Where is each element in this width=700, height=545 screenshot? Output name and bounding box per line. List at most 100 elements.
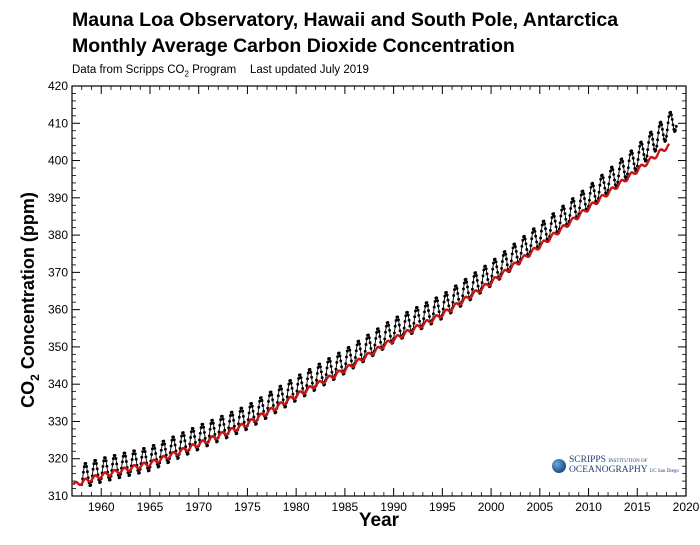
mauna-loa-point xyxy=(582,192,586,196)
last-updated-note: Last updated July 2019 xyxy=(250,64,369,76)
mauna-loa-point xyxy=(618,161,622,165)
mauna-loa-point xyxy=(235,431,239,435)
mauna-loa-point xyxy=(230,410,234,414)
mauna-loa-point xyxy=(600,173,604,177)
mauna-loa-point xyxy=(172,438,176,442)
mauna-loa-point xyxy=(121,454,125,458)
mauna-loa-point xyxy=(163,442,167,446)
mauna-loa-point xyxy=(274,410,278,414)
mauna-loa-point xyxy=(295,389,299,393)
mauna-loa-point xyxy=(404,314,408,318)
mauna-loa-point xyxy=(211,421,215,425)
mauna-loa-point xyxy=(85,465,89,468)
mauna-loa-point xyxy=(659,120,663,124)
mauna-loa-point xyxy=(208,427,212,431)
mauna-loa-point xyxy=(579,193,583,197)
mauna-loa-point xyxy=(143,450,147,454)
mauna-loa-point xyxy=(452,294,456,297)
mauna-loa-point xyxy=(465,280,469,284)
mauna-loa-point xyxy=(257,405,261,409)
mauna-loa-point xyxy=(297,377,301,380)
mauna-loa-point xyxy=(250,401,253,405)
mauna-loa-point xyxy=(231,413,235,417)
mauna-loa-point xyxy=(163,447,167,451)
mauna-loa-point xyxy=(427,309,430,313)
mauna-loa-point xyxy=(597,190,601,194)
mauna-loa-point xyxy=(348,348,352,352)
mauna-loa-point xyxy=(267,399,270,403)
mauna-loa-point xyxy=(674,124,678,128)
mauna-loa-point xyxy=(514,249,518,253)
logo-line-1: SCRIPPS xyxy=(569,455,606,465)
mauna-loa-point xyxy=(598,183,602,187)
mauna-loa-point xyxy=(648,134,651,138)
mauna-loa-point xyxy=(593,194,597,198)
mauna-loa-point xyxy=(387,323,391,327)
mauna-loa-point xyxy=(435,296,439,300)
mauna-loa-point xyxy=(337,351,341,355)
mauna-loa-point xyxy=(483,264,487,268)
mauna-loa-point xyxy=(670,117,674,121)
mauna-loa-point xyxy=(270,393,274,397)
mauna-loa-point xyxy=(544,232,548,236)
mauna-loa-point xyxy=(645,154,649,158)
mauna-loa-point xyxy=(123,451,127,455)
mauna-loa-point xyxy=(641,147,645,151)
mauna-loa-point xyxy=(617,174,621,178)
mauna-loa-point xyxy=(515,255,519,259)
mauna-loa-point xyxy=(111,457,115,461)
mauna-loa-point xyxy=(189,430,193,434)
mauna-loa-point xyxy=(154,452,158,455)
mauna-loa-point xyxy=(559,214,563,218)
mauna-loa-point xyxy=(196,447,200,451)
y-tick-label: 390 xyxy=(48,191,68,205)
data-source-subscript: 2 xyxy=(184,69,189,79)
mauna-loa-point xyxy=(550,216,554,220)
mauna-loa-point xyxy=(549,222,553,226)
mauna-loa-point xyxy=(609,169,612,173)
mauna-loa-point xyxy=(383,337,387,341)
mauna-loa-point xyxy=(376,327,380,331)
mauna-loa-point xyxy=(301,387,305,390)
mauna-loa-point xyxy=(102,459,106,463)
mauna-loa-point xyxy=(414,309,417,313)
mauna-loa-point xyxy=(416,308,420,312)
mauna-loa-point xyxy=(426,304,430,307)
mauna-loa-point xyxy=(552,214,556,218)
mauna-loa-point xyxy=(298,373,302,377)
mauna-loa-point xyxy=(349,359,353,363)
mauna-loa-point xyxy=(227,426,231,430)
mauna-loa-point xyxy=(219,418,223,422)
mauna-loa-point xyxy=(91,467,95,471)
mauna-loa-point xyxy=(319,365,322,369)
mauna-loa-point xyxy=(209,422,213,426)
mauna-loa-point xyxy=(402,326,406,330)
mauna-loa-point xyxy=(540,223,544,227)
mauna-loa-point xyxy=(392,331,396,335)
mauna-loa-point xyxy=(221,417,225,421)
mauna-loa-point xyxy=(339,359,343,363)
mauna-loa-point xyxy=(563,212,567,216)
mauna-loa-point xyxy=(627,159,631,163)
mauna-loa-point xyxy=(152,443,156,447)
mauna-loa-point xyxy=(456,292,460,295)
mauna-loa-point xyxy=(530,237,534,241)
globe-icon xyxy=(552,459,566,473)
mauna-loa-point xyxy=(183,439,187,443)
mauna-loa-point xyxy=(193,435,197,438)
mauna-loa-point xyxy=(146,466,149,470)
mauna-loa-point xyxy=(81,470,85,474)
mauna-loa-point xyxy=(271,398,275,402)
mauna-loa-point xyxy=(638,144,642,148)
mauna-loa-point xyxy=(277,388,281,392)
mauna-loa-point xyxy=(494,260,498,264)
mauna-loa-point xyxy=(591,184,595,188)
mauna-loa-point xyxy=(620,157,624,161)
mauna-loa-point xyxy=(212,426,216,430)
y-tick-label: 420 xyxy=(48,79,68,93)
mauna-loa-point xyxy=(564,217,568,221)
mauna-loa-point xyxy=(335,361,339,364)
mauna-loa-point xyxy=(367,336,371,340)
y-axis-label-prefix: CO xyxy=(18,380,39,408)
mauna-loa-point xyxy=(291,392,295,396)
